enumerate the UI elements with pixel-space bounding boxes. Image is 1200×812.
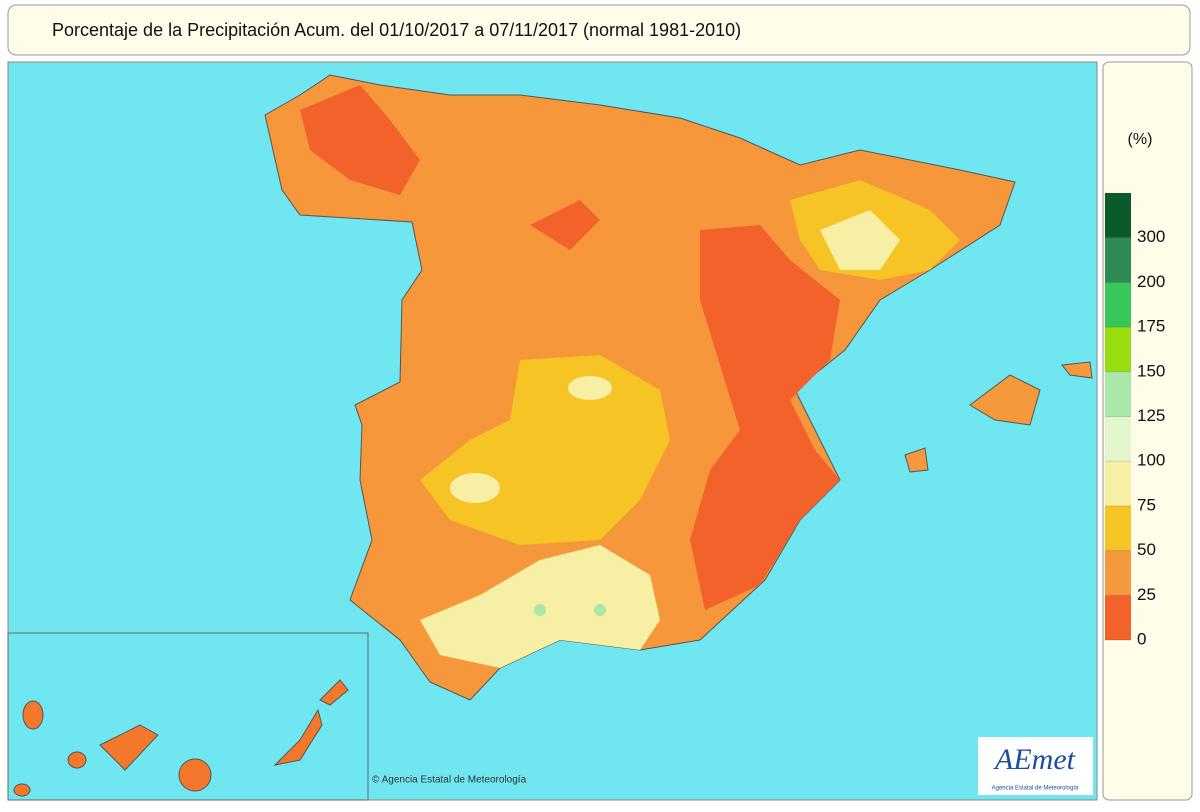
menorca	[1061, 361, 1093, 379]
region-low	[300, 85, 420, 195]
legend-tick-label: 200	[1137, 272, 1165, 291]
legend-swatch	[1105, 193, 1131, 238]
legend-tick-label: 125	[1137, 406, 1165, 425]
region-low	[530, 200, 600, 250]
title: Porcentaje de la Precipitación Acum. del…	[52, 20, 741, 40]
logo-name: AEmet	[993, 743, 1076, 776]
legend-swatch	[1105, 371, 1131, 417]
legend-tick-label: 75	[1137, 495, 1156, 514]
legend-unit: (%)	[1128, 131, 1153, 148]
island	[67, 751, 87, 769]
island	[178, 758, 212, 792]
legend-tick-label: 0	[1137, 629, 1146, 648]
canary-islands	[13, 679, 349, 797]
region-wetter	[534, 604, 546, 616]
legend-tick-label: 50	[1137, 540, 1156, 559]
legend-scale: 0 25 50 75 100 125 150 175 200 300	[1105, 193, 1165, 648]
region-wet	[568, 376, 612, 400]
title-box	[7, 4, 1191, 56]
region-wet	[450, 473, 500, 503]
spain-map	[264, 74, 1093, 701]
legend-tick-label: 150	[1137, 361, 1165, 380]
legend-swatch	[1105, 550, 1131, 596]
island	[319, 679, 349, 706]
legend-swatch	[1105, 237, 1131, 283]
island	[13, 783, 31, 797]
legend-swatch	[1105, 416, 1131, 462]
legend-tick-label: 100	[1137, 451, 1165, 470]
region-wet	[820, 210, 900, 270]
island	[22, 700, 44, 730]
legend-swatch	[1105, 282, 1131, 328]
legend-swatch	[1105, 505, 1131, 551]
region-low	[690, 225, 840, 610]
logo-box	[978, 737, 1093, 795]
legend-swatch	[1105, 595, 1131, 640]
logo-subtitle: Agencia Estatal de Meteorología	[992, 786, 1079, 792]
credit: © Agencia Estatal de Meteorología	[372, 775, 527, 786]
legend-tick-label: 300	[1137, 227, 1165, 246]
legend-swatch	[1105, 461, 1131, 506]
legend-tick-label: 25	[1137, 585, 1156, 604]
island	[99, 724, 159, 771]
island	[273, 708, 323, 766]
mallorca	[969, 374, 1041, 426]
ibiza	[904, 447, 929, 473]
region-wetter	[594, 604, 606, 616]
canary-inset	[7, 632, 369, 801]
legend-swatch	[1105, 327, 1131, 372]
legend-tick-label: 175	[1137, 317, 1165, 336]
